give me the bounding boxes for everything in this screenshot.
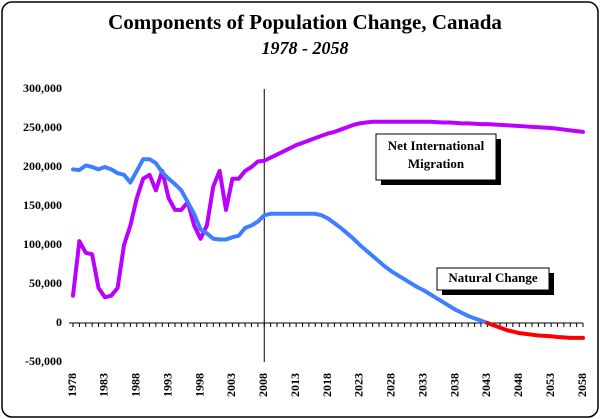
x-tick-label: 2043 [479,373,493,397]
x-tick-label: 1978 [65,373,79,397]
x-tick-label: 1988 [129,373,143,397]
y-tick-label: 50,000 [29,276,62,290]
y-tick-label: 300,000 [23,81,62,95]
x-tick-label: 2033 [415,373,429,397]
x-tick-label: 1993 [160,373,174,397]
annotation: Natural Change [448,270,537,285]
x-tick-label: 2038 [447,373,461,397]
annotation-box [436,267,550,291]
line [71,157,490,325]
y-tick-label: 200,000 [23,159,62,173]
x-tick-label: 2058 [575,373,589,397]
annotation: Net International Migration [388,138,485,171]
x-tick-label: 2003 [224,373,238,397]
x-tick-label: 2013 [288,373,302,397]
chart-title: Components of Population Change, Canada [108,10,502,34]
chart-subtitle: 1978 - 2058 [262,38,349,58]
y-tick-label: 100,000 [23,237,62,251]
y-tick-label: 250,000 [23,120,62,134]
x-tick-label: 1998 [192,373,206,397]
line [485,321,585,340]
x-tick-label: 2008 [256,373,270,397]
x-tick-label: 1983 [97,373,111,397]
x-tick-label: 2028 [384,373,398,397]
line [71,119,585,300]
y-tick-label: -50,000 [25,354,62,368]
x-tick-label: 2018 [320,373,334,397]
annotation-box [375,133,497,181]
x-tick-label: 2048 [511,373,525,397]
x-tick-label: 2053 [543,373,557,397]
y-tick-label: 0 [56,315,62,329]
x-tick-label: 2023 [352,373,366,397]
y-tick-label: 150,000 [23,198,62,212]
